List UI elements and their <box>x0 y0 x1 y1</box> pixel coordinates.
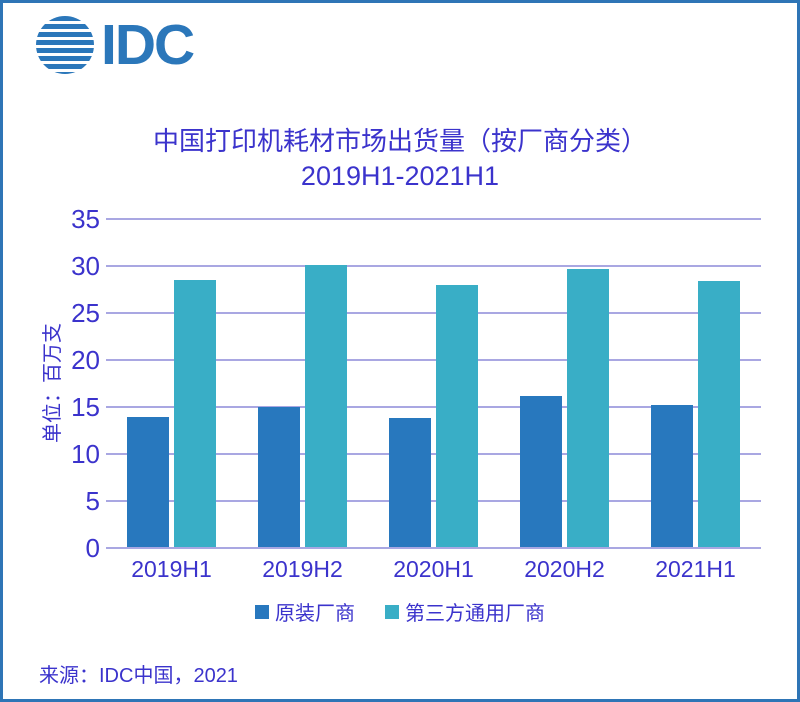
bar-series1-2019H2 <box>258 407 300 548</box>
legend-item-series1: 原装厂商 <box>255 597 355 626</box>
gridline-y10 <box>106 453 761 455</box>
y-tick-label-15: 15 <box>71 392 100 422</box>
bar-series2-2020H1 <box>436 284 478 548</box>
gridline-y20 <box>106 359 761 361</box>
bar-series1-2020H2 <box>520 395 562 548</box>
bar-series1-2021H1 <box>651 405 693 548</box>
y-tick-label-10: 10 <box>71 439 100 469</box>
x-axis-label-2020H2: 2020H2 <box>524 556 605 582</box>
legend-label: 原装厂商 <box>275 603 355 625</box>
bar-series1-2019H1 <box>127 417 169 548</box>
striped-globe-icon <box>36 16 94 74</box>
chart-subtitle: 2019H1-2021H1 <box>300 161 500 191</box>
bar-series2-2019H2 <box>305 265 347 548</box>
legend-swatch-icon <box>385 604 399 619</box>
gridline-y25 <box>106 312 761 314</box>
legend-swatch-icon <box>255 604 269 619</box>
gridline-y30 <box>106 265 761 267</box>
x-axis-label-2021H1: 2021H1 <box>655 556 736 582</box>
gridline-y5 <box>106 500 761 502</box>
y-tick-label-0: 0 <box>85 533 100 563</box>
y-tick-label-5: 5 <box>85 486 100 516</box>
bar-series1-2020H1 <box>389 418 431 548</box>
idc-logo: IDC <box>36 13 195 77</box>
y-tick-label-35: 35 <box>71 204 100 234</box>
source-note: 来源：IDC中国，2021 <box>39 665 238 687</box>
y-tick-label-25: 25 <box>71 298 100 328</box>
y-tick-label-30: 30 <box>71 251 100 281</box>
gridline-y15 <box>106 406 761 408</box>
bar-series2-2019H1 <box>174 280 216 548</box>
legend-item-series2: 第三方通用厂商 <box>385 597 545 626</box>
logo-text: IDC <box>101 13 195 77</box>
legend-label: 第三方通用厂商 <box>405 603 545 625</box>
y-tick-label-20: 20 <box>71 345 100 375</box>
chart-title: 中国打印机耗材市场出货量（按厂商分类） <box>152 126 647 156</box>
x-axis-label-2020H1: 2020H1 <box>393 556 474 582</box>
gridline-y35 <box>106 218 761 220</box>
bar-series2-2021H1 <box>698 281 740 548</box>
legend: 原装厂商 第三方通用厂商 <box>3 597 797 626</box>
x-axis-label-2019H2: 2019H2 <box>262 556 343 582</box>
gridline-y0 <box>106 547 761 549</box>
bar-series2-2020H2 <box>567 268 609 548</box>
x-axis-label-2019H1: 2019H1 <box>131 556 212 582</box>
